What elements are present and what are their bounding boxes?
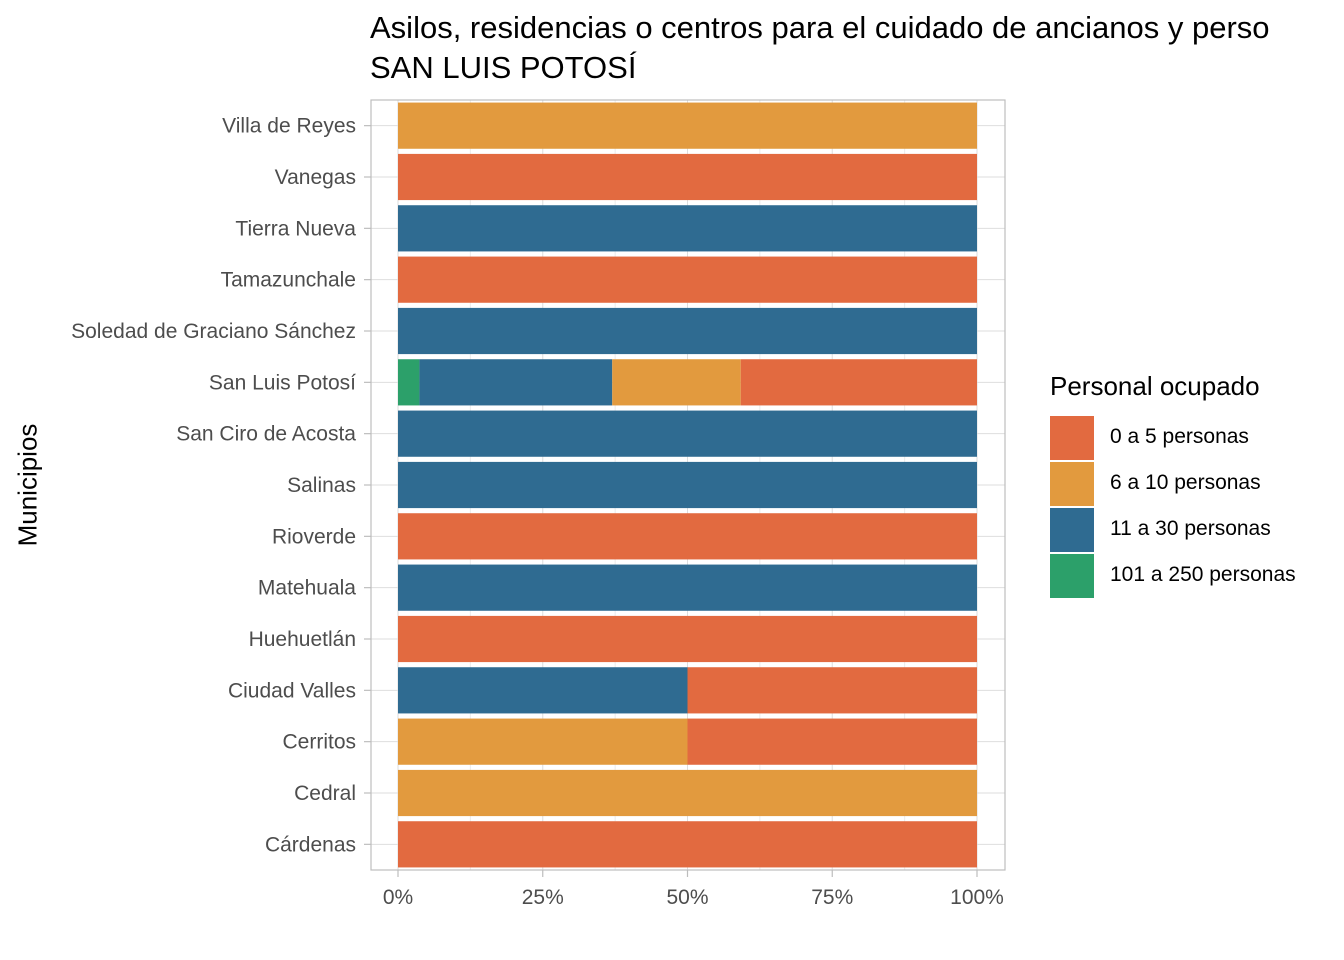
bar-segment: [398, 359, 420, 406]
bar-segment: [398, 615, 977, 663]
bar-segment: [398, 256, 977, 303]
y-tick-label: Ciudad Valles: [228, 679, 356, 702]
legend-label: 11 a 30 personas: [1110, 517, 1271, 540]
bar-segment: [398, 205, 977, 252]
bar-segment: [398, 718, 688, 765]
y-tick-label: Tierra Nueva: [235, 217, 356, 240]
bar-segment: [398, 667, 688, 714]
bar-segment: [612, 359, 741, 406]
bar-segment: [398, 307, 977, 355]
y-tick-label: Vanegas: [275, 166, 356, 189]
legend-title: Personal ocupado: [1050, 371, 1260, 401]
chart-title: Asilos, residencias o centros para el cu…: [370, 10, 1270, 45]
y-tick-label: Huehuetlán: [249, 628, 356, 651]
bar-segment: [398, 461, 977, 509]
y-tick-label: Cedral: [294, 782, 356, 805]
y-tick-label: Rioverde: [272, 525, 356, 548]
bar-segment: [398, 564, 977, 611]
x-tick-label: 100%: [950, 886, 1004, 909]
x-tick-label: 75%: [811, 886, 853, 909]
bar-segment: [398, 410, 977, 457]
y-tick-label: Soledad de Graciano Sánchez: [71, 320, 356, 343]
legend-swatch: [1050, 508, 1094, 552]
legend-swatch: [1050, 416, 1094, 460]
y-tick-label: Tamazunchale: [221, 269, 356, 292]
chart-subtitle: SAN LUIS POTOSÍ: [370, 50, 637, 85]
legend-label: 6 a 10 personas: [1110, 471, 1261, 494]
y-tick-label: Villa de Reyes: [222, 115, 356, 138]
bar-segment: [398, 153, 977, 201]
bar-segment: [398, 821, 977, 868]
bar-segment: [398, 769, 977, 817]
bar-segment: [740, 359, 977, 406]
y-tick-label: San Luis Potosí: [209, 371, 356, 394]
y-tick-label: Matehuala: [258, 577, 356, 600]
bar-segment: [419, 359, 613, 406]
y-tick-label: San Ciro de Acosta: [176, 423, 356, 446]
x-tick-label: 25%: [522, 886, 564, 909]
legend-swatch: [1050, 462, 1094, 506]
bar-segment: [687, 718, 977, 765]
legend-swatch: [1050, 554, 1094, 598]
legend-label: 0 a 5 personas: [1110, 425, 1249, 448]
bar-segment: [687, 667, 977, 714]
x-tick-label: 0%: [383, 886, 413, 909]
legend-label: 101 a 250 personas: [1110, 563, 1296, 586]
bar-segment: [398, 513, 977, 560]
x-tick-label: 50%: [666, 886, 708, 909]
y-tick-label: Salinas: [287, 474, 356, 497]
bar-segment: [398, 102, 977, 149]
y-tick-label: Cerritos: [282, 731, 356, 754]
y-tick-label: Cárdenas: [265, 833, 356, 856]
